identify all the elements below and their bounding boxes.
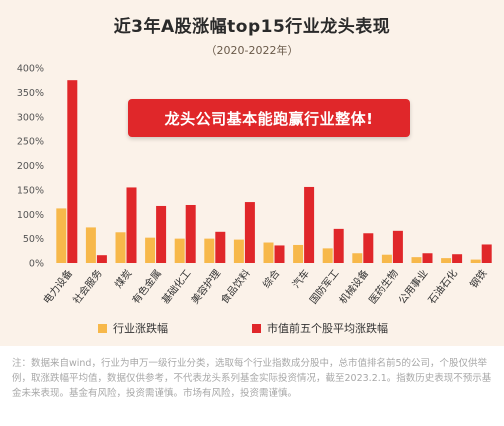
chart-subtitle: （2020-2022年）	[205, 44, 299, 57]
bar-leaders	[392, 230, 403, 263]
bars	[56, 80, 492, 263]
bar-leaders	[333, 228, 344, 263]
y-tick-label: 150%	[17, 185, 44, 196]
y-tick-label: 250%	[17, 137, 44, 148]
chart-card: 近3年A股涨幅top15行业龙头表现 （2020-2022年） 0% 50% 100…	[0, 0, 504, 346]
y-tick-label: 50%	[23, 234, 44, 245]
legend-item-leaders: 市值前五个股平均涨跌幅	[252, 320, 388, 336]
x-tick-label: 机械设备	[336, 267, 371, 307]
x-tick-label: 汽车	[289, 267, 312, 291]
bar-industry	[233, 239, 244, 263]
y-tick-label: 300%	[17, 112, 44, 123]
bar-leaders	[126, 187, 137, 263]
x-tick-label: 电力设备	[40, 267, 75, 307]
bar-industry	[441, 258, 452, 263]
x-tick-label: 有色金属	[129, 267, 164, 307]
bar-industry	[115, 232, 126, 263]
bar-industry	[174, 238, 185, 263]
bar-industry	[85, 227, 96, 263]
highlight-banner: 龙头公司基本能跑赢行业整体!	[128, 99, 410, 137]
bar-industry	[470, 259, 481, 263]
y-tick-label: 400%	[17, 64, 44, 75]
bar-industry	[352, 253, 363, 263]
x-tick-label: 煤炭	[112, 267, 135, 291]
x-tick-label: 食品饮料	[218, 267, 253, 307]
x-tick-label: 综合	[260, 267, 283, 291]
legend-label-industry: 行业涨跌幅	[113, 322, 168, 335]
y-tick-label: 200%	[17, 161, 44, 172]
footnote: 注：数据来自wind，行业为申万一级行业分类，选取每个行业指数成分股中，总市值排…	[12, 358, 492, 399]
bar-leaders	[304, 186, 315, 263]
chart-title: 近3年A股涨幅top15行业龙头表现	[113, 17, 391, 37]
y-tick-label: 350%	[17, 88, 44, 99]
bar-leaders	[422, 253, 433, 263]
bar-leaders	[363, 233, 374, 263]
bar-leaders	[274, 245, 285, 263]
bar-industry	[204, 238, 215, 263]
x-tick-label: 石油石化	[425, 267, 460, 307]
legend-swatch-leaders	[252, 323, 261, 333]
legend-swatch-industry	[98, 323, 107, 333]
bar-chart: 0% 50% 100% 150% 200% 250% 300% 350% 400% 电力设备社会…	[17, 64, 492, 307]
legend-label-leaders: 市值前五个股平均涨跌幅	[267, 322, 388, 335]
bar-industry	[293, 244, 304, 263]
y-tick-label: 100%	[17, 210, 44, 221]
bar-leaders	[452, 254, 463, 263]
bar-leaders	[244, 202, 255, 263]
bar-leaders	[481, 244, 492, 263]
x-tick-label: 美容护理	[188, 267, 223, 307]
x-tick-label: 医药生物	[366, 267, 401, 307]
bar-industry	[56, 208, 67, 263]
x-tick-label: 基础化工	[159, 267, 194, 307]
bar-leaders	[96, 255, 107, 263]
x-tick-label: 社会服务	[70, 267, 105, 307]
x-tick-label: 国防军工	[307, 267, 342, 307]
bar-industry	[145, 237, 156, 263]
y-axis: 0% 50% 100% 150% 200% 250% 300% 350% 400%	[17, 64, 44, 270]
bar-leaders	[215, 231, 226, 263]
legend-item-industry: 行业涨跌幅	[98, 320, 168, 336]
bar-industry	[381, 254, 392, 263]
x-tick-label: 钢铁	[467, 267, 490, 291]
x-tick-label: 公用事业	[395, 267, 430, 307]
bar-leaders	[156, 205, 167, 263]
bar-industry	[263, 242, 274, 263]
bar-leaders	[185, 204, 196, 263]
bar-leaders	[67, 80, 78, 263]
y-tick-label: 0%	[29, 259, 44, 270]
legend: 行业涨跌幅 市值前五个股平均涨跌幅	[0, 320, 504, 338]
bar-industry	[322, 248, 333, 263]
bar-industry	[411, 257, 422, 263]
